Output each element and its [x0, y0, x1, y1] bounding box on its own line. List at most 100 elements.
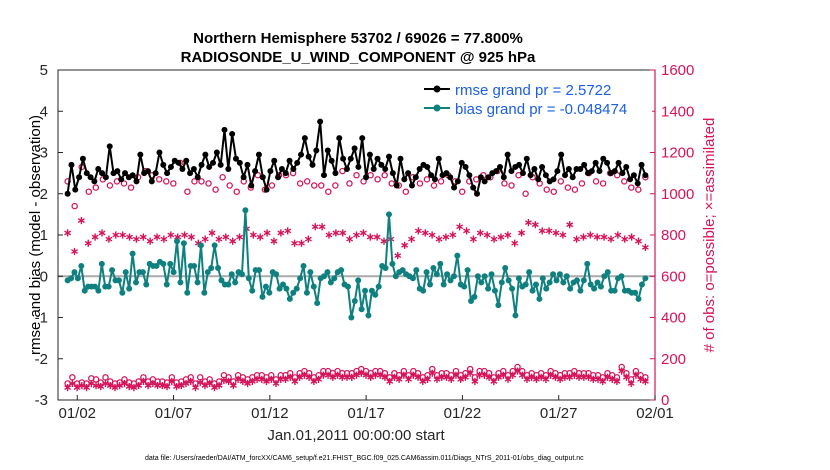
obs-assimilated-day-marker [614, 231, 622, 239]
bias-point [505, 277, 512, 284]
bias-point [201, 289, 208, 296]
bias-point [184, 289, 191, 296]
obs-assimilated-night-stroke [537, 374, 545, 380]
obs-assimilated-day-marker [573, 235, 581, 243]
obs-assimilated-night-marker [83, 384, 91, 392]
obs-assimilated-day-marker [311, 223, 319, 231]
rmse-point [76, 174, 83, 181]
bias-point [126, 285, 133, 292]
obs-assimilated-night-stroke [518, 372, 526, 378]
rmse-point [592, 159, 599, 166]
rmse-point [619, 170, 626, 177]
rmse-point [386, 153, 393, 160]
bias-point [266, 289, 273, 296]
bias-point [95, 287, 102, 294]
rmse-point [596, 168, 603, 175]
y-right-tick-label: 1000 [661, 186, 694, 203]
obs-possible-day-marker [325, 188, 332, 195]
rmse-point [317, 118, 324, 125]
obs-assimilated-day-marker [167, 231, 175, 239]
obs-assimilated-night-marker [272, 379, 280, 388]
bias-point [327, 279, 334, 286]
bias-point [122, 269, 129, 276]
obs-assimilated-day-stroke [394, 253, 402, 259]
obs-assimilated-day-marker [346, 235, 354, 243]
obs-assimilated-day-stroke [98, 230, 106, 236]
obs-assimilated-day-stroke [566, 222, 574, 228]
x-tick-label: 01/27 [540, 405, 578, 422]
y-left-tick-label: -2 [35, 351, 48, 368]
rmse-point [389, 170, 396, 177]
obs-possible-day-marker [620, 178, 628, 185]
rmse-point [408, 182, 415, 189]
rmse-point [225, 166, 232, 172]
bias-point [78, 262, 85, 269]
bias-point [143, 281, 150, 288]
bias-point [276, 285, 283, 292]
rmse-point [290, 166, 297, 172]
obs-assimilated-day-marker [394, 252, 402, 260]
obs-assimilated-night-stroke [627, 381, 635, 386]
obs-assimilated-night-stroke [272, 381, 280, 386]
obs-assimilated-day-marker [98, 229, 106, 237]
obs-assimilated-day-stroke [339, 230, 347, 236]
obs-assimilated-night-stroke [490, 379, 498, 384]
obs-assimilated-night-stroke [551, 374, 559, 380]
legend-bias-label: bias grand pr = -0.048474 [455, 101, 627, 118]
obs-assimilated-day-stroke [119, 232, 127, 238]
obs-assimilated-night-stroke [499, 372, 507, 378]
obs-assimilated-night-marker [381, 373, 389, 381]
legend: rmse grand pr = 2.5722 bias grand pr = -… [420, 78, 652, 118]
obs-possible-day-marker [599, 180, 607, 187]
bias-point [488, 271, 495, 278]
rmse-point [542, 172, 549, 179]
bias-point [474, 273, 481, 280]
bias-point [307, 269, 314, 276]
bias-point [529, 287, 536, 294]
obs-possible-day-marker [184, 188, 191, 195]
rmse-point [68, 161, 75, 168]
legend-box [420, 78, 652, 118]
obs-assimilated-day-stroke [263, 230, 271, 236]
rmse-point [504, 151, 511, 158]
bias-point [597, 283, 604, 290]
y-left-tick-label: 0 [40, 268, 48, 285]
bias-point [262, 283, 269, 290]
obs-assimilated-day-marker [263, 229, 271, 237]
obs-assimilated-day-stroke [126, 234, 133, 240]
obs-assimilated-night-stroke [68, 381, 76, 386]
rmse-point [531, 166, 538, 172]
obs-possible-day-marker [205, 180, 212, 187]
obs-assimilated-day-stroke [428, 232, 436, 238]
obs-assimilated-day-stroke [353, 232, 360, 238]
obs-assimilated-night-stroke [139, 379, 147, 384]
obs-assimilated-night-stroke [604, 374, 611, 380]
legend-rmse-marker [433, 85, 441, 93]
obs-assimilated-day-marker [132, 235, 140, 243]
obs-assimilated-day-stroke [167, 232, 175, 238]
obs-assimilated-day-stroke [291, 240, 299, 246]
rmse-point [397, 155, 404, 162]
obs-possible-day-marker [557, 178, 565, 185]
bias-point [71, 269, 78, 276]
obs-assimilated-day-stroke [580, 234, 587, 240]
bias-point [191, 262, 198, 269]
obs-assimilated-night-stroke [637, 376, 645, 382]
bias-point [98, 260, 105, 267]
rmse-point [550, 176, 557, 183]
obs-assimilated-day-marker [353, 231, 360, 239]
rmse-point [477, 174, 484, 181]
y-left-tick-label: 1 [40, 227, 48, 244]
obs-assimilated-day-marker [607, 235, 615, 243]
bias-point [512, 312, 519, 319]
bias-point [133, 279, 140, 286]
obs-possible-day-marker [254, 171, 262, 179]
y-right-tick-label: 200 [661, 351, 686, 368]
rmse-point [122, 170, 129, 177]
obs-assimilated-night-stroke [613, 379, 621, 384]
obs-assimilated-night-stroke [225, 379, 233, 384]
obs-assimilated-day-stroke [373, 234, 381, 240]
bias-point [385, 211, 392, 218]
obs-assimilated-day-marker [408, 235, 415, 243]
